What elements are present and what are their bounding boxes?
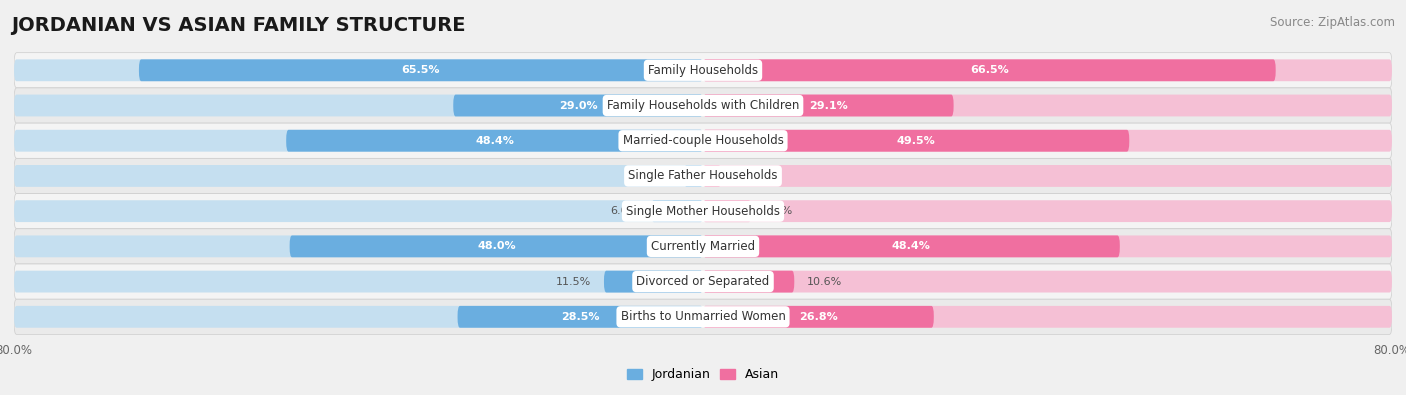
FancyBboxPatch shape xyxy=(703,235,1392,257)
FancyBboxPatch shape xyxy=(703,200,1392,222)
Text: Married-couple Households: Married-couple Households xyxy=(623,134,783,147)
Text: 66.5%: 66.5% xyxy=(970,65,1008,75)
Text: Single Father Households: Single Father Households xyxy=(628,169,778,182)
Text: Source: ZipAtlas.com: Source: ZipAtlas.com xyxy=(1270,16,1395,29)
FancyBboxPatch shape xyxy=(703,130,1392,152)
FancyBboxPatch shape xyxy=(14,229,1392,264)
FancyBboxPatch shape xyxy=(685,165,703,187)
Text: 65.5%: 65.5% xyxy=(402,65,440,75)
Text: 10.6%: 10.6% xyxy=(807,276,842,287)
Text: JORDANIAN VS ASIAN FAMILY STRUCTURE: JORDANIAN VS ASIAN FAMILY STRUCTURE xyxy=(11,16,465,35)
Text: Divorced or Separated: Divorced or Separated xyxy=(637,275,769,288)
Text: 29.0%: 29.0% xyxy=(558,100,598,111)
Legend: Jordanian, Asian: Jordanian, Asian xyxy=(621,363,785,386)
Text: Births to Unmarried Women: Births to Unmarried Women xyxy=(620,310,786,324)
FancyBboxPatch shape xyxy=(14,88,1392,123)
FancyBboxPatch shape xyxy=(457,306,703,328)
FancyBboxPatch shape xyxy=(287,130,703,152)
Text: 48.4%: 48.4% xyxy=(475,136,515,146)
Text: 49.5%: 49.5% xyxy=(897,136,935,146)
FancyBboxPatch shape xyxy=(703,165,721,187)
Text: Currently Married: Currently Married xyxy=(651,240,755,253)
FancyBboxPatch shape xyxy=(703,130,1129,152)
FancyBboxPatch shape xyxy=(703,94,1392,117)
FancyBboxPatch shape xyxy=(703,271,1392,293)
FancyBboxPatch shape xyxy=(14,53,1392,88)
FancyBboxPatch shape xyxy=(703,94,953,117)
FancyBboxPatch shape xyxy=(14,165,703,187)
FancyBboxPatch shape xyxy=(14,235,703,257)
Text: 26.8%: 26.8% xyxy=(799,312,838,322)
FancyBboxPatch shape xyxy=(14,123,1392,158)
Text: 48.0%: 48.0% xyxy=(477,241,516,251)
Text: 11.5%: 11.5% xyxy=(555,276,591,287)
FancyBboxPatch shape xyxy=(703,59,1392,81)
FancyBboxPatch shape xyxy=(14,271,703,293)
FancyBboxPatch shape xyxy=(14,299,1392,335)
FancyBboxPatch shape xyxy=(703,235,1119,257)
FancyBboxPatch shape xyxy=(703,59,1275,81)
FancyBboxPatch shape xyxy=(14,200,703,222)
FancyBboxPatch shape xyxy=(14,59,703,81)
Text: Family Households: Family Households xyxy=(648,64,758,77)
FancyBboxPatch shape xyxy=(703,200,751,222)
FancyBboxPatch shape xyxy=(14,194,1392,229)
FancyBboxPatch shape xyxy=(605,271,703,293)
FancyBboxPatch shape xyxy=(290,235,703,257)
FancyBboxPatch shape xyxy=(703,306,934,328)
FancyBboxPatch shape xyxy=(453,94,703,117)
FancyBboxPatch shape xyxy=(703,306,1392,328)
Text: Family Households with Children: Family Households with Children xyxy=(607,99,799,112)
Text: 2.1%: 2.1% xyxy=(734,171,762,181)
FancyBboxPatch shape xyxy=(703,165,1392,187)
FancyBboxPatch shape xyxy=(14,130,703,152)
Text: 2.2%: 2.2% xyxy=(643,171,671,181)
Text: 28.5%: 28.5% xyxy=(561,312,599,322)
FancyBboxPatch shape xyxy=(14,306,703,328)
Text: 29.1%: 29.1% xyxy=(808,100,848,111)
FancyBboxPatch shape xyxy=(139,59,703,81)
Text: Single Mother Households: Single Mother Households xyxy=(626,205,780,218)
Text: 48.4%: 48.4% xyxy=(891,241,931,251)
FancyBboxPatch shape xyxy=(14,264,1392,299)
FancyBboxPatch shape xyxy=(703,271,794,293)
FancyBboxPatch shape xyxy=(651,200,703,222)
Text: 5.6%: 5.6% xyxy=(763,206,793,216)
Text: 6.0%: 6.0% xyxy=(610,206,638,216)
FancyBboxPatch shape xyxy=(14,94,703,117)
FancyBboxPatch shape xyxy=(14,158,1392,194)
